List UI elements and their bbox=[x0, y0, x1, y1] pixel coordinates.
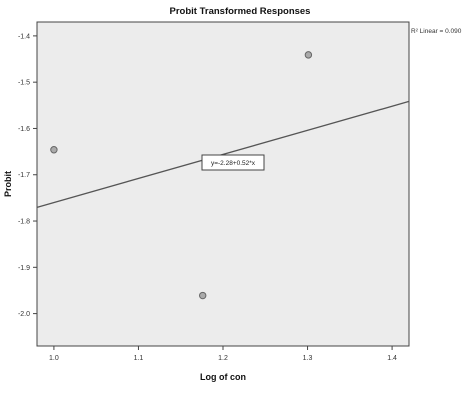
y-tick-label: -1.6 bbox=[18, 126, 30, 133]
y-tick-label: -1.7 bbox=[18, 172, 30, 179]
plot-area bbox=[36, 21, 410, 347]
x-tick-label: 1.4 bbox=[387, 355, 397, 362]
y-tick-label: -2.0 bbox=[18, 311, 30, 318]
y-tick-label: -1.8 bbox=[18, 219, 30, 226]
y-tick-label: -1.9 bbox=[18, 265, 30, 272]
chart-title: Probit Transformed Responses bbox=[170, 6, 311, 17]
fit-equation-label: y=-2.28+0.52*x bbox=[211, 160, 256, 167]
y-tick-label: -1.5 bbox=[18, 80, 30, 87]
fit-equation-box bbox=[201, 154, 265, 171]
y-axis-title: Probit bbox=[3, 171, 13, 197]
y-tick-label: -1.4 bbox=[18, 33, 30, 40]
x-axis-ticks: 1.0 1.1 1.2 1.3 1.4 bbox=[49, 346, 397, 362]
data-point bbox=[199, 291, 207, 300]
x-tick-label: 1.1 bbox=[134, 355, 144, 362]
data-point bbox=[50, 146, 58, 154]
x-axis-title: Log of con bbox=[200, 372, 246, 382]
r2-legend-label: R² Linear = 0.090 bbox=[411, 28, 462, 35]
fit-line bbox=[36, 100, 410, 208]
x-tick-label: 1.3 bbox=[303, 355, 313, 362]
data-points bbox=[50, 51, 313, 300]
x-tick-label: 1.0 bbox=[49, 355, 59, 362]
x-tick-label: 1.2 bbox=[218, 355, 228, 362]
y-axis-ticks: -1.4 -1.5 -1.6 -1.7 -1.8 -1.9 -2.0 bbox=[18, 33, 37, 318]
data-point bbox=[304, 51, 313, 59]
